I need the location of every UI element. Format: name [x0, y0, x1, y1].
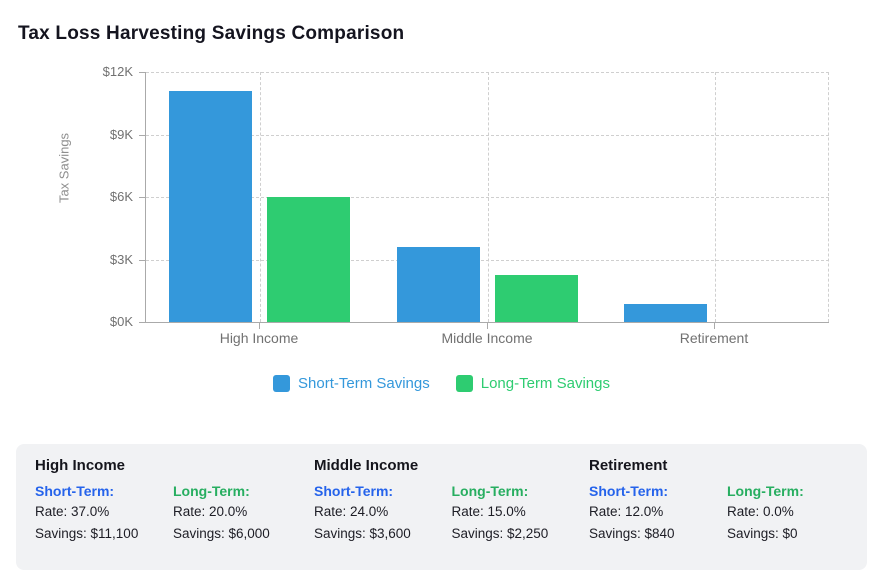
savings-line: Savings: $2,250	[451, 526, 549, 541]
long-term-label: Long-Term:	[727, 483, 804, 499]
gridline-h	[146, 259, 829, 261]
savings-line: Savings: $6,000	[173, 526, 270, 541]
gridline-v	[715, 72, 716, 322]
details-panel: High Income Short-Term: Rate: 37.0% Savi…	[16, 444, 867, 570]
plot-area	[145, 72, 829, 323]
gridline-v	[488, 72, 489, 322]
y-tick-label: $0K	[109, 314, 133, 329]
short-term-column: Short-Term: Rate: 37.0% Savings: $11,100	[35, 481, 173, 545]
y-tick-mark	[139, 260, 145, 261]
detail-group-retirement: Retirement Short-Term: Rate: 12.0% Savin…	[589, 457, 865, 557]
rate-line: Rate: 0.0%	[727, 504, 794, 519]
detail-group-middle-income: Middle Income Short-Term: Rate: 24.0% Sa…	[314, 457, 589, 557]
rate-line: Rate: 15.0%	[451, 504, 526, 519]
group-name: High Income	[35, 457, 126, 474]
long-term-column: Long-Term: Rate: 0.0% Savings: $0	[727, 481, 865, 545]
legend-swatch-icon	[273, 375, 291, 392]
rate-line: Rate: 37.0%	[35, 504, 110, 519]
page-title: Tax Loss Harvesting Savings Comparison	[18, 22, 405, 44]
bar-long-term-middle-income[interactable]	[495, 275, 578, 322]
long-term-label: Long-Term:	[451, 483, 529, 499]
gridline-h	[146, 197, 829, 198]
legend-swatch-icon	[455, 375, 473, 392]
x-tick-label: Retirement	[679, 330, 749, 346]
short-term-label: Short-Term:	[35, 483, 115, 499]
y-tick-label: $9K	[109, 126, 133, 142]
y-tick-label: $12K	[102, 64, 133, 79]
y-tick-mark	[139, 135, 145, 136]
short-term-label: Short-Term:	[314, 483, 394, 499]
x-tick-label: High Income	[219, 330, 299, 346]
gridline-v	[260, 72, 261, 322]
rate-line: Rate: 24.0%	[314, 504, 389, 519]
legend-item[interactable]: Long-Term Savings	[455, 375, 610, 392]
y-tick-label: $3K	[109, 251, 133, 267]
legend: Short-Term Savings Long-Term Savings	[0, 375, 883, 392]
long-term-column: Long-Term: Rate: 20.0% Savings: $6,000	[173, 481, 311, 545]
gridline-h	[146, 72, 829, 73]
legend-item[interactable]: Short-Term Savings	[273, 375, 430, 392]
y-tick-label: $6K	[109, 189, 133, 204]
legend-label: Short-Term Savings	[298, 375, 430, 392]
savings-line: Savings: $3,600	[314, 526, 411, 541]
short-term-label: Short-Term:	[589, 483, 669, 499]
gridline-h	[146, 134, 829, 136]
bar-short-term-retirement[interactable]	[624, 304, 707, 322]
x-tick-mark	[487, 323, 488, 329]
bar-short-term-high-income[interactable]	[169, 91, 252, 322]
group-name: Middle Income	[314, 457, 419, 474]
long-term-column: Long-Term: Rate: 15.0% Savings: $2,250	[452, 481, 590, 545]
bar-short-term-middle-income[interactable]	[397, 247, 480, 322]
long-term-label: Long-Term:	[173, 483, 250, 499]
detail-group-high-income: High Income Short-Term: Rate: 37.0% Savi…	[35, 457, 314, 557]
x-tick-label: Middle Income	[441, 330, 533, 346]
short-term-column: Short-Term: Rate: 24.0% Savings: $3,600	[314, 481, 452, 545]
savings-line: Savings: $0	[727, 526, 798, 541]
short-term-column: Short-Term: Rate: 12.0% Savings: $840	[589, 481, 727, 545]
bar-long-term-high-income[interactable]	[267, 197, 350, 322]
savings-line: Savings: $11,100	[35, 526, 139, 541]
y-tick-mark	[139, 322, 145, 323]
group-name: Retirement	[589, 457, 668, 474]
y-tick-mark	[139, 197, 145, 198]
gridline-v	[828, 72, 829, 322]
x-tick-mark	[259, 323, 260, 329]
rate-line: Rate: 20.0%	[173, 504, 248, 519]
savings-line: Savings: $840	[589, 526, 675, 541]
rate-line: Rate: 12.0%	[589, 504, 664, 519]
legend-label: Long-Term Savings	[480, 375, 610, 392]
x-tick-mark	[714, 323, 715, 329]
y-tick-mark	[139, 72, 145, 73]
